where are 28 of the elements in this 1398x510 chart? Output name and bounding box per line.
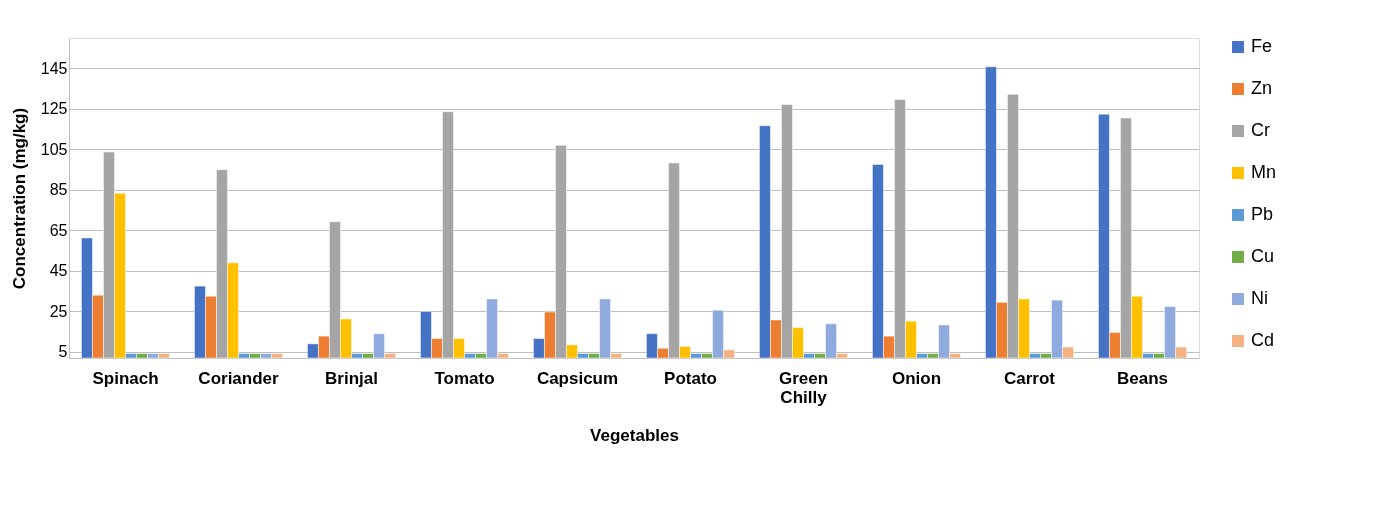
- legend-label: Zn: [1251, 78, 1273, 98]
- y-tick-label: 45: [49, 262, 68, 280]
- y-tick-label: 65: [49, 221, 68, 239]
- y-tick-label: 5: [58, 343, 68, 361]
- x-tick-label: Spinach: [92, 368, 159, 388]
- x-tick-label: Onion: [891, 368, 942, 388]
- legend-label: Mn: [1251, 162, 1277, 182]
- legend-label: Cr: [1251, 120, 1270, 140]
- x-tick-label: Beans: [1116, 368, 1169, 388]
- x-tick-label: Green Chilly: [778, 368, 829, 407]
- y-axis-title: Concentration (mg/kg): [9, 107, 29, 290]
- x-axis-title: Vegetables: [590, 425, 679, 445]
- y-tick-label: 145: [40, 59, 68, 77]
- x-tick-label: Potato: [664, 368, 717, 388]
- y-tick-label: 125: [40, 100, 68, 118]
- legend-label: Cu: [1251, 246, 1275, 266]
- y-tick-label: 85: [49, 181, 68, 199]
- y-tick-label: 105: [40, 140, 68, 158]
- legend-label: Ni: [1251, 288, 1268, 308]
- x-tick-label: Carrot: [1003, 368, 1056, 388]
- y-tick-label: 25: [49, 302, 68, 320]
- x-tick-label: Tomato: [434, 368, 495, 388]
- legend-label: Cd: [1251, 330, 1275, 350]
- x-tick-label: Coriander: [198, 368, 280, 388]
- x-tick-label: Brinjal: [325, 368, 378, 388]
- legend-label: Pb: [1251, 204, 1274, 224]
- x-tick-label: Capsicum: [536, 368, 619, 388]
- legend-label: Fe: [1251, 36, 1273, 56]
